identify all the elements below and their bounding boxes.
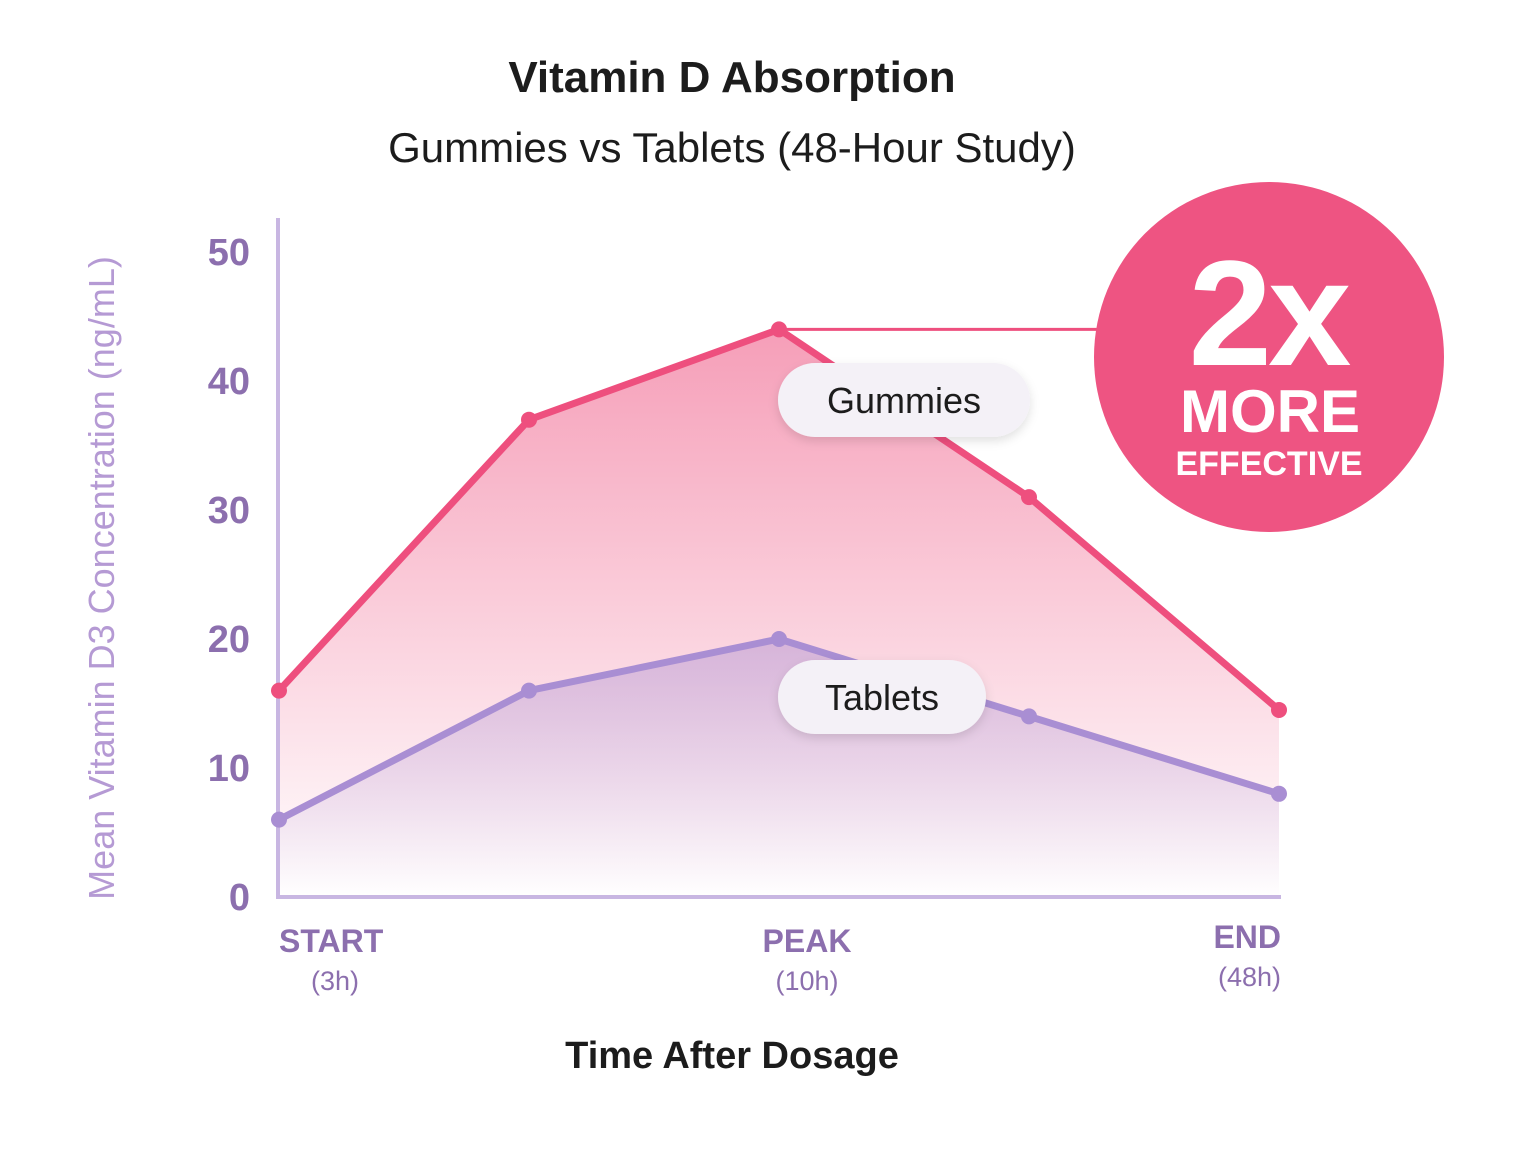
point-tablets bbox=[771, 631, 787, 647]
point-gummies bbox=[521, 411, 537, 428]
y-tick-label: 40 bbox=[208, 361, 250, 403]
chart-subtitle: Gummies vs Tablets (48-Hour Study) bbox=[388, 124, 1076, 171]
point-gummies bbox=[1271, 701, 1287, 718]
series-label-tablets bbox=[778, 660, 986, 734]
badge-circle bbox=[1094, 182, 1444, 532]
series-label-gummies-pill bbox=[778, 363, 1030, 437]
x-ticks: START (3h) PEAK (10h) END (48h) bbox=[279, 919, 1281, 996]
x-tick-sublabel: (48h) bbox=[1218, 962, 1281, 992]
point-tablets bbox=[1271, 785, 1287, 802]
series-label-gummies bbox=[778, 363, 1030, 437]
x-tick-sublabel: (3h) bbox=[311, 966, 359, 996]
y-axis-label: Mean Vitamin D3 Concentration (ng/mL) bbox=[81, 256, 122, 900]
point-gummies bbox=[271, 682, 287, 699]
y-tick-label: 50 bbox=[208, 232, 250, 274]
y-tick-label: 10 bbox=[208, 748, 250, 790]
point-tablets bbox=[521, 682, 537, 699]
badge-multiplier: 2x bbox=[1189, 229, 1351, 397]
area-tablets bbox=[279, 639, 1279, 897]
x-tick-label: START bbox=[279, 923, 384, 959]
badge-line1: MORE bbox=[1180, 378, 1360, 445]
x-tick-label: END bbox=[1213, 919, 1281, 955]
series-areas bbox=[279, 329, 1279, 897]
effectiveness-badge: 2x MORE EFFECTIVE bbox=[1094, 182, 1444, 532]
y-tick-label: 30 bbox=[208, 490, 250, 532]
x-tick-label: PEAK bbox=[763, 923, 852, 959]
series-label-gummies-text: Gummies bbox=[827, 380, 981, 421]
point-tablets bbox=[1021, 708, 1037, 725]
series-label-tablets-text: Tablets bbox=[825, 677, 939, 718]
chart-title: Vitamin D Absorption bbox=[508, 53, 955, 102]
y-tick-label: 0 bbox=[229, 877, 250, 919]
point-gummies bbox=[1021, 489, 1037, 506]
point-tablets bbox=[271, 811, 287, 828]
x-tick-sublabel: (10h) bbox=[775, 966, 838, 996]
series-label-tablets-pill bbox=[778, 660, 986, 734]
y-ticks: 0 10 20 30 40 50 bbox=[208, 232, 250, 919]
y-tick-label: 20 bbox=[208, 619, 250, 661]
x-axis-label: Time After Dosage bbox=[565, 1035, 899, 1077]
badge-line2: EFFECTIVE bbox=[1175, 445, 1362, 483]
